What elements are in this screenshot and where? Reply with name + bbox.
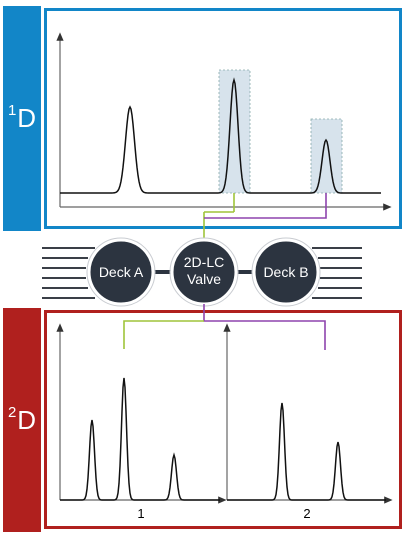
first-dimension-letter: D bbox=[17, 103, 37, 133]
run-1-label: 1 bbox=[137, 506, 144, 521]
second-dimension-panel bbox=[44, 310, 402, 529]
transfer-line-2 bbox=[204, 193, 327, 219]
second-dimension-letter: D bbox=[17, 404, 37, 435]
heart-cut-region-1 bbox=[218, 69, 251, 194]
deck-b-node[interactable]: Deck B bbox=[251, 237, 321, 307]
valve-node[interactable]: 2D-LC Valve bbox=[169, 237, 239, 307]
deck-a-label: Deck A bbox=[99, 264, 144, 280]
right-flow-lines bbox=[312, 247, 362, 299]
valve-label-line-2: Valve bbox=[187, 271, 221, 287]
first-dimension-trace bbox=[60, 77, 381, 194]
second-dimension-trace-2 bbox=[227, 402, 386, 501]
deck-b-label: Deck B bbox=[263, 264, 308, 280]
left-flow-lines bbox=[42, 247, 95, 299]
valve-label-line-1: 2D-LC bbox=[184, 254, 224, 270]
second-dimension-superscript: 2 bbox=[7, 403, 17, 421]
heart-cut-region-2 bbox=[310, 118, 343, 194]
deck-a-node[interactable]: Deck A bbox=[86, 237, 156, 307]
transfer-line-valve-out bbox=[203, 304, 326, 350]
first-dimension-superscript: 1 bbox=[7, 102, 17, 119]
transfer-line-1-to-run-1 bbox=[123, 320, 204, 349]
run-2-label: 2 bbox=[303, 506, 310, 521]
second-dimension-trace-1 bbox=[60, 377, 220, 501]
